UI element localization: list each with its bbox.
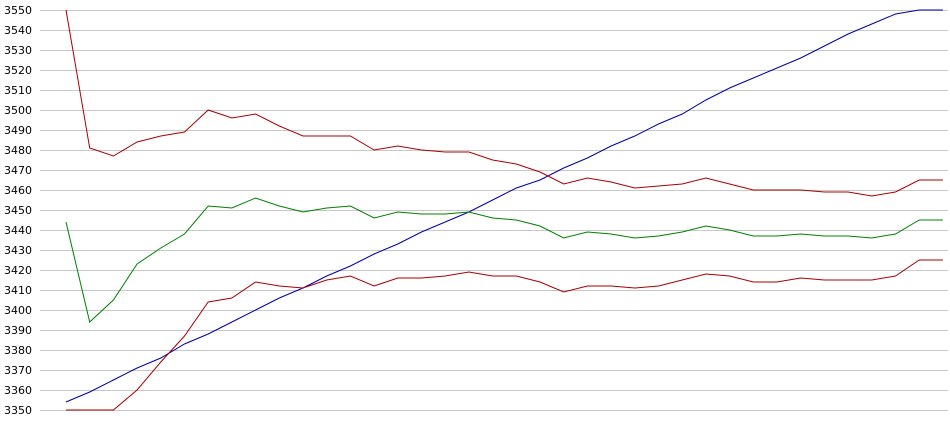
y-tick-label: 3420 bbox=[4, 264, 32, 277]
y-tick-label: 3390 bbox=[4, 324, 32, 337]
y-tick-label: 3510 bbox=[4, 84, 32, 97]
y-tick-label: 3410 bbox=[4, 284, 32, 297]
y-tick-label: 3470 bbox=[4, 164, 32, 177]
y-tick-label: 3380 bbox=[4, 344, 32, 357]
series-line-1 bbox=[65, 9, 943, 403]
series-lines bbox=[65, 9, 943, 411]
y-tick-label: 3370 bbox=[4, 364, 32, 377]
y-tick-label: 3490 bbox=[4, 124, 32, 137]
y-tick-label: 3350 bbox=[4, 404, 32, 417]
y-tick-label: 3430 bbox=[4, 244, 32, 257]
y-axis-tick-labels: 3350 3360 3370 3380 3390 3400 3410 3420 3430 3440… bbox=[4, 4, 32, 417]
y-tick-label: 3480 bbox=[4, 144, 32, 157]
y-tick-label: 3540 bbox=[4, 24, 32, 37]
series-line-2 bbox=[65, 9, 943, 197]
y-tick-label: 3460 bbox=[4, 184, 32, 197]
gridlines bbox=[40, 10, 948, 411]
series-line-3 bbox=[65, 197, 943, 323]
y-tick-label: 3550 bbox=[4, 4, 32, 17]
y-tick-label: 3360 bbox=[4, 384, 32, 397]
y-tick-label: 3530 bbox=[4, 44, 32, 57]
y-tick-label: 3500 bbox=[4, 104, 32, 117]
y-tick-label: 3520 bbox=[4, 64, 32, 77]
series-line-4 bbox=[66, 259, 943, 411]
y-tick-label: 3400 bbox=[4, 304, 32, 317]
y-tick-label: 3450 bbox=[4, 204, 32, 217]
y-tick-label: 3440 bbox=[4, 224, 32, 237]
